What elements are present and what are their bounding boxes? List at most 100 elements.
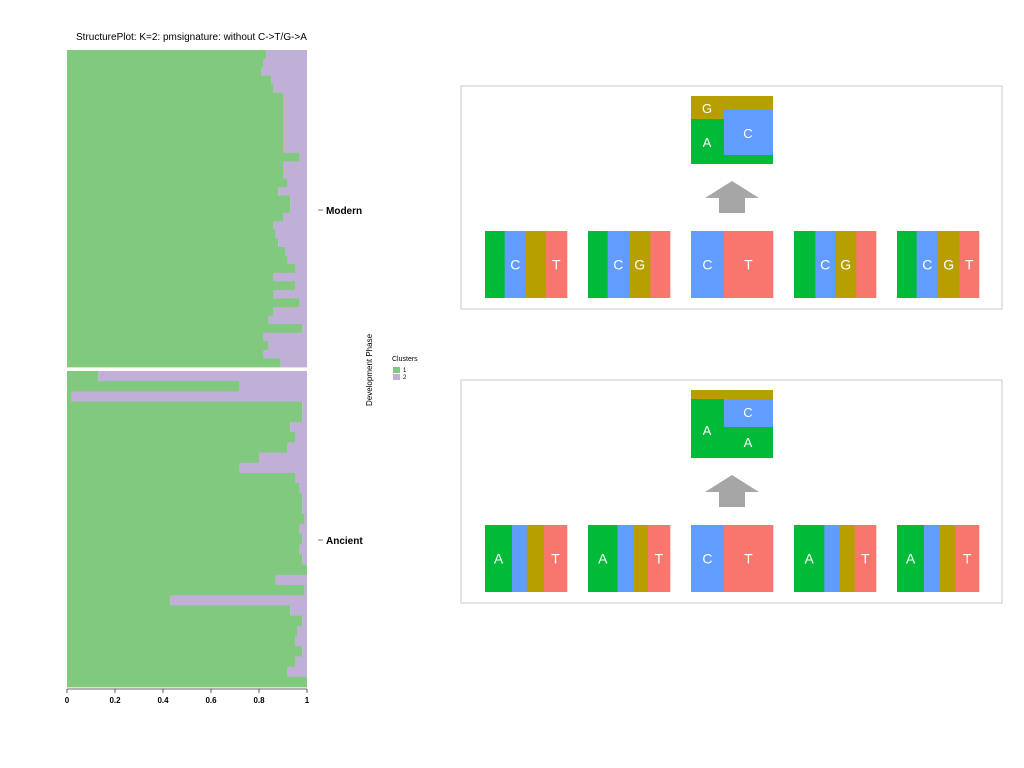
panel-1-position-2-c-segment	[607, 231, 630, 298]
panel-2-position-4-g-segment	[839, 525, 855, 592]
ancient-bar-22-cluster-1	[67, 585, 305, 596]
panel-1-position-1-g-segment	[526, 231, 546, 298]
modern-bar-27-cluster-2	[273, 272, 307, 282]
legend-entry-2: 2	[403, 375, 407, 381]
modern-bar-35-cluster-2	[268, 341, 307, 351]
modern-bar-22-cluster-1	[67, 229, 276, 239]
modern-bar-8-cluster-1	[67, 109, 283, 119]
sig2-blue	[724, 399, 773, 427]
panel-2-position-1-a-letter: A	[494, 551, 504, 567]
ancient-group-bars	[67, 371, 307, 688]
sig1-gold-left	[691, 110, 724, 119]
chart-title: StructurePlot: K=2: pmsignature: without…	[76, 32, 307, 43]
modern-bar-35-cluster-1	[67, 341, 269, 351]
modern-bar-30-cluster-2	[299, 298, 307, 308]
sig2-letter-c: C	[743, 405, 752, 420]
modern-bar-20-cluster-1	[67, 212, 283, 222]
ancient-bar-29-cluster-2	[295, 656, 307, 668]
modern-bar-19-cluster-1	[67, 204, 291, 214]
ancient-bar-31-cluster-1	[67, 676, 307, 688]
modern-bar-6-cluster-1	[67, 92, 283, 102]
modern-bar-19-cluster-2	[290, 204, 307, 214]
ancient-bar-12-cluster-1	[67, 483, 300, 494]
modern-bar-10-cluster-1	[67, 127, 283, 137]
panel-2-position-4-a-letter: A	[804, 551, 814, 567]
ancient-bar-28-cluster-2	[302, 646, 307, 657]
modern-bar-21-cluster-1	[67, 221, 274, 231]
panel-1-position-2-g-segment	[629, 231, 651, 298]
panel-1-arrow-icon	[705, 181, 759, 213]
panel-2-position-4-a-segment	[794, 525, 825, 592]
modern-bar-26-cluster-1	[67, 264, 295, 274]
modern-bar-13-cluster-1	[67, 152, 300, 162]
ancient-bar-24-cluster-1	[67, 605, 291, 617]
modern-bar-36-cluster-1	[67, 349, 264, 359]
panel-1-position-5-t-segment	[959, 231, 980, 298]
modern-bar-16-cluster-2	[287, 178, 307, 188]
ancient-bar-5-cluster-1	[67, 411, 303, 423]
legend-entry-1: 1	[403, 368, 407, 374]
modern-bar-5-cluster-1	[67, 84, 274, 94]
sig1-letter-c: C	[743, 126, 752, 141]
modern-bar-24-cluster-2	[285, 247, 307, 257]
ancient-bar-4-cluster-2	[302, 401, 307, 413]
panel-2-position-2-g-segment	[633, 525, 649, 592]
panel-2-position-1-a-segment	[485, 525, 513, 592]
modern-bar-2-cluster-2	[263, 58, 307, 68]
panel-2-position-2-a-letter: A	[598, 551, 608, 567]
panel-1-position-1-t-letter: T	[552, 257, 561, 273]
panel-2-position-4-c-segment	[824, 525, 841, 592]
sig2-letter-a-left: A	[703, 423, 712, 438]
modern-bar-36-cluster-2	[263, 349, 307, 359]
ancient-bar-13-cluster-1	[67, 493, 303, 504]
modern-bar-17-cluster-1	[67, 187, 279, 197]
x-tick-label-0: 0	[65, 696, 70, 705]
modern-bar-8-cluster-2	[283, 109, 307, 119]
y-axis-title: Development Phase	[365, 333, 374, 406]
ancient-bar-10-cluster-2	[239, 462, 307, 474]
panel-2-position-2-t-letter: T	[655, 551, 664, 567]
ancient-bar-19-cluster-2	[302, 554, 307, 566]
modern-bar-5-cluster-2	[273, 84, 307, 94]
legend-key-1	[393, 367, 400, 373]
panel-1-position-2-g-letter: G	[634, 257, 645, 273]
modern-bar-3-cluster-1	[67, 67, 262, 77]
modern-bar-14-cluster-1	[67, 161, 283, 171]
sig1-letter-g: G	[702, 101, 712, 116]
modern-bar-13-cluster-2	[299, 152, 307, 162]
sig2-green-left	[691, 399, 724, 458]
modern-bar-31-cluster-1	[67, 307, 274, 316]
modern-bar-37-cluster-1	[67, 358, 281, 368]
panel-1-position-1-t-segment	[545, 231, 568, 298]
ancient-bar-8-cluster-1	[67, 442, 288, 453]
legend-title: Clusters	[392, 356, 418, 363]
ancient-bar-21-cluster-1	[67, 574, 276, 586]
ancient-bar-25-cluster-2	[302, 615, 307, 627]
ancient-bar-27-cluster-2	[295, 636, 307, 647]
ancient-bar-27-cluster-1	[67, 636, 295, 647]
panel-1-position-3-t-letter: T	[744, 257, 753, 273]
panel-1-position-5-a-segment	[897, 231, 917, 298]
x-tick-label-1: 0.2	[109, 696, 121, 705]
modern-bar-33-cluster-1	[67, 324, 303, 334]
ancient-bar-30-cluster-2	[287, 666, 307, 678]
ancient-bar-7-cluster-2	[295, 432, 307, 443]
modern-bar-31-cluster-2	[273, 307, 307, 316]
ancient-bar-11-cluster-2	[295, 472, 307, 484]
modern-bar-24-cluster-1	[67, 247, 286, 257]
modern-bar-15-cluster-2	[283, 169, 307, 179]
panel-2-position-5-c-segment	[924, 525, 940, 592]
ancient-bar-1-cluster-2	[98, 371, 307, 382]
panel-2-position-3-c-letter: C	[702, 551, 712, 567]
modern-bar-15-cluster-1	[67, 169, 283, 179]
modern-bar-4-cluster-2	[271, 75, 307, 85]
ancient-bar-16-cluster-1	[67, 523, 300, 535]
ancient-bar-30-cluster-1	[67, 666, 288, 678]
legend: Clusters 1 2	[392, 356, 418, 381]
panel-1-position-1-c-letter: C	[510, 257, 520, 273]
modern-bar-4-cluster-1	[67, 75, 271, 85]
modern-bar-1-cluster-2	[266, 50, 307, 59]
group-labels: Modern Ancient	[318, 206, 363, 547]
ancient-bar-21-cluster-2	[275, 574, 307, 586]
panel-1-position-5-t-letter: T	[965, 257, 974, 273]
